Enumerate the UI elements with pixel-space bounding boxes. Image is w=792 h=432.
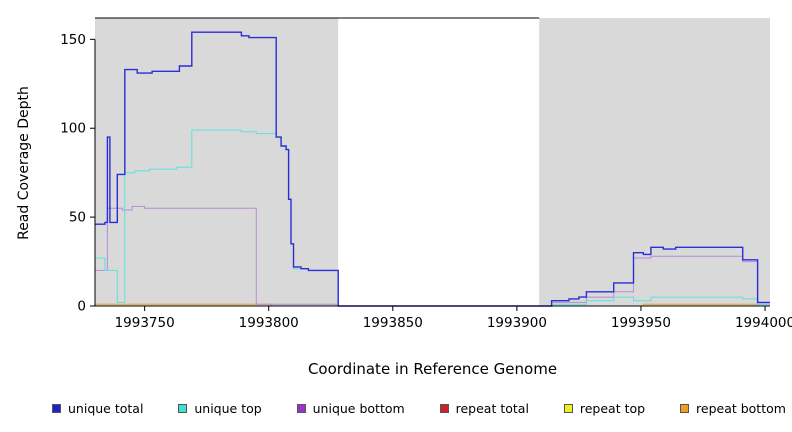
legend-label: unique bottom <box>312 401 405 416</box>
legend-item-repeat-total: repeat total <box>439 401 529 416</box>
series-unique-total <box>95 31 770 307</box>
legend-label: unique total <box>68 401 144 416</box>
y-tick-label: 100 <box>60 121 86 137</box>
y-tick-label: 150 <box>60 32 86 48</box>
shaded-region <box>539 18 770 306</box>
legend-label: unique top <box>194 401 262 416</box>
legend-label: repeat bottom <box>696 401 786 416</box>
y-tick-label: 50 <box>69 210 86 226</box>
x-tick-label: 1993750 <box>115 315 175 331</box>
legend-swatch-icon <box>52 404 61 413</box>
x-tick-label: 1993900 <box>487 315 547 331</box>
legend-label: repeat total <box>455 401 529 416</box>
legend-swatch-icon <box>680 404 690 413</box>
y-axis-label: Read Coverage Depth <box>16 86 32 240</box>
x-tick-label: 1993850 <box>363 315 423 331</box>
shaded-region <box>95 18 339 306</box>
x-tick-label: 1993800 <box>239 315 299 331</box>
legend: unique total unique top unique bottom repea… <box>52 401 786 416</box>
legend-swatch-icon <box>563 404 573 413</box>
legend-swatch-icon <box>296 404 306 413</box>
legend-swatch-icon <box>439 404 449 413</box>
x-tick-label: 1994000 <box>735 315 792 331</box>
y-tick-label: 0 <box>77 299 86 315</box>
x-axis-label: Coordinate in Reference Genome <box>307 360 558 378</box>
legend-label: repeat top <box>579 401 646 416</box>
legend-item-repeat-bottom: repeat bottom <box>680 401 786 416</box>
x-tick-label: 1993950 <box>611 315 671 331</box>
legend-item-repeat-top: repeat top <box>563 401 646 416</box>
legend-item-unique-bottom: unique bottom <box>296 401 405 416</box>
legend-swatch-icon <box>178 404 188 413</box>
legend-item-unique-top: unique top <box>178 401 262 416</box>
legend-item-unique-total: unique total <box>52 401 143 416</box>
